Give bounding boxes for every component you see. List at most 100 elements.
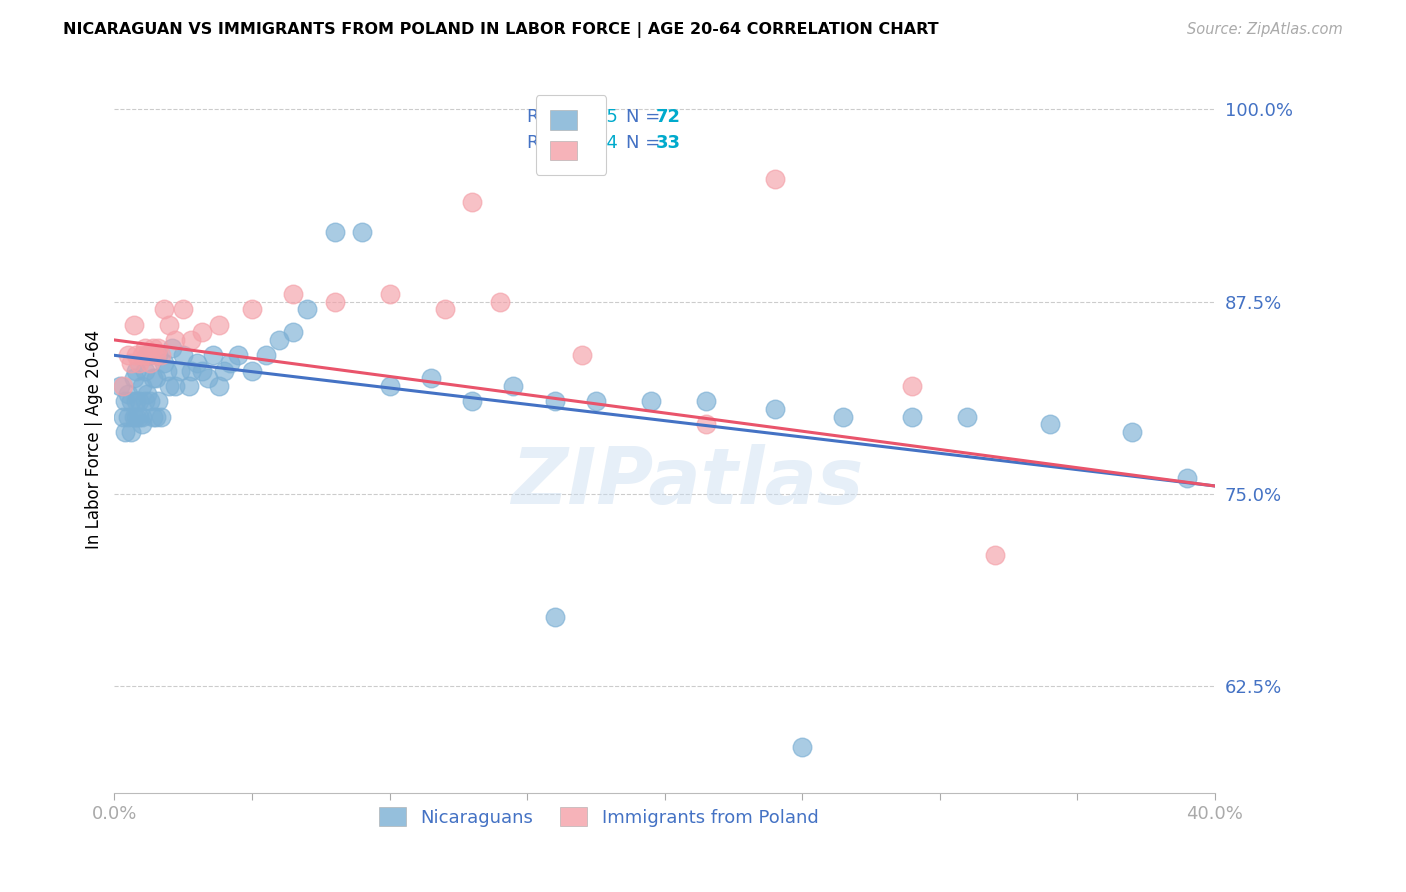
Point: [571, 348, 593, 362]
Point: [156, 364, 179, 378]
Text: ZIPatlas: ZIPatlas: [510, 444, 863, 520]
Point: [543, 609, 565, 624]
Point: [350, 226, 373, 240]
Text: 72: 72: [655, 108, 681, 126]
Point: [131, 409, 153, 424]
Point: [323, 294, 346, 309]
Point: [131, 417, 153, 432]
Point: [984, 548, 1007, 562]
Point: [1121, 425, 1143, 439]
Point: [111, 409, 134, 424]
Point: [191, 364, 214, 378]
Point: [283, 325, 305, 339]
Point: [461, 194, 484, 209]
Point: [1175, 471, 1198, 485]
Point: [134, 341, 156, 355]
Legend: Nicaraguans, Immigrants from Poland: Nicaraguans, Immigrants from Poland: [371, 799, 825, 834]
Point: [120, 425, 142, 439]
Point: [269, 333, 291, 347]
Point: [142, 371, 165, 385]
Point: [150, 409, 173, 424]
Point: [145, 371, 167, 385]
Point: [136, 348, 159, 362]
Point: [219, 356, 242, 370]
Text: R =: R =: [527, 134, 567, 152]
Point: [114, 425, 136, 439]
Point: [122, 318, 145, 332]
Point: [792, 740, 814, 755]
Point: [197, 371, 219, 385]
Point: [159, 379, 181, 393]
Point: [543, 394, 565, 409]
Point: [128, 356, 150, 370]
Point: [202, 348, 225, 362]
Point: [125, 394, 148, 409]
Point: [488, 294, 510, 309]
Point: [145, 409, 167, 424]
Point: [240, 302, 263, 317]
Text: N =: N =: [626, 134, 666, 152]
Point: [695, 394, 717, 409]
Point: [901, 379, 924, 393]
Point: [139, 348, 162, 362]
Point: [208, 379, 231, 393]
Text: N =: N =: [626, 108, 666, 126]
Point: [180, 364, 202, 378]
Point: [172, 302, 194, 317]
Point: [832, 409, 855, 424]
Point: [128, 409, 150, 424]
Point: [139, 394, 162, 409]
Point: [419, 371, 441, 385]
Point: [295, 302, 318, 317]
Point: [134, 364, 156, 378]
Point: [117, 348, 139, 362]
Point: [763, 402, 786, 417]
Point: [461, 394, 484, 409]
Point: [131, 379, 153, 393]
Point: [125, 364, 148, 378]
Point: [180, 333, 202, 347]
Point: [120, 394, 142, 409]
Point: [117, 386, 139, 401]
Point: [163, 379, 186, 393]
Point: [125, 348, 148, 362]
Point: [378, 286, 401, 301]
Point: [191, 325, 214, 339]
Point: [145, 348, 167, 362]
Point: [160, 341, 183, 355]
Point: [502, 379, 524, 393]
Text: NICARAGUAN VS IMMIGRANTS FROM POLAND IN LABOR FORCE | AGE 20-64 CORRELATION CHAR: NICARAGUAN VS IMMIGRANTS FROM POLAND IN …: [63, 22, 939, 38]
Point: [125, 409, 148, 424]
Point: [148, 348, 170, 362]
Point: [142, 409, 165, 424]
Point: [177, 379, 200, 393]
Point: [122, 371, 145, 385]
Point: [131, 348, 153, 362]
Point: [1039, 417, 1062, 432]
Y-axis label: In Labor Force | Age 20-64: In Labor Force | Age 20-64: [86, 330, 103, 549]
Point: [763, 171, 786, 186]
Point: [585, 394, 607, 409]
Point: [169, 364, 191, 378]
Point: [186, 356, 208, 370]
Point: [901, 409, 924, 424]
Point: [240, 364, 263, 378]
Point: [163, 333, 186, 347]
Point: [159, 318, 181, 332]
Point: [956, 409, 979, 424]
Point: [378, 379, 401, 393]
Point: [122, 409, 145, 424]
Point: [128, 394, 150, 409]
Text: Source: ZipAtlas.com: Source: ZipAtlas.com: [1187, 22, 1343, 37]
Point: [254, 348, 277, 362]
Point: [283, 286, 305, 301]
Point: [695, 417, 717, 432]
Point: [148, 341, 170, 355]
Point: [640, 394, 662, 409]
Point: [148, 394, 170, 409]
Point: [142, 341, 165, 355]
Point: [172, 348, 194, 362]
Point: [134, 394, 156, 409]
Point: [114, 394, 136, 409]
Point: [150, 348, 173, 362]
